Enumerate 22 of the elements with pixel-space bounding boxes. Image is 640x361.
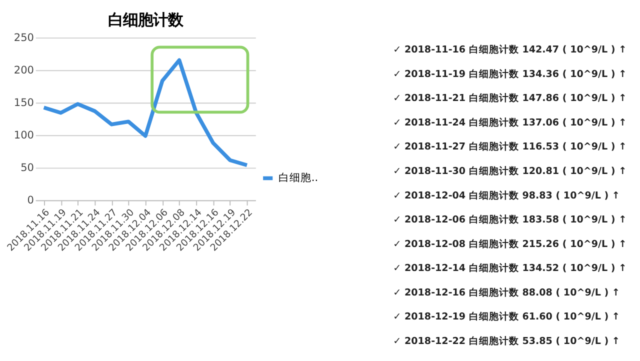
text: ✓ 2018-12-16 白细胞计数 88.08 ( 10^9/L ) ↑ (393, 286, 620, 298)
text: ✓ 2018-12-22 白细胞计数 53.85 ( 10^9/L ) ↑ (393, 335, 620, 348)
text: ✓ 2018-11-19 白细胞计数 134.36 ( 10^9/L ) ↑ (393, 68, 627, 80)
text: ✓ 2018-12-19 白细胞计数 61.60 ( 10^9/L ) ↑ (393, 310, 620, 323)
text: ✓ 2018-11-21 白细胞计数 147.86 ( 10^9/L ) ↑ (393, 92, 627, 104)
y-tick-label: 250 (14, 32, 34, 44)
text: ✓ 2018-12-14 白细胞计数 134.52 ( 10^9/L ) ↑ (393, 262, 627, 274)
y-tick-label: 200 (14, 64, 34, 76)
line-series (42, 58, 249, 168)
text: ✓ 2018-12-08 白细胞计数 215.26 ( 10^9/L ) ↑ (393, 238, 627, 250)
text: ✓ 2018-11-16 白细胞计数 142.47 ( 10^9/L ) ↑ (393, 44, 627, 56)
chart-title: 白细胞计数 (108, 11, 184, 30)
text: ✓ 2018-12-04 白细胞计数 98.83 ( 10^9/L ) ↑ (393, 189, 620, 202)
y-tick-label: 100 (14, 130, 34, 142)
y-tick-label: 0 (27, 194, 34, 207)
legend-label: 白细胞.. (278, 172, 318, 184)
text: ✓ 2018-12-06 白细胞计数 183.58 ( 10^9/L ) ↑ (393, 214, 627, 226)
y-tick-label: 50 (20, 162, 34, 174)
text: ✓ 2018-11-24 白细胞计数 137.06 ( 10^9/L ) ↑ (393, 116, 627, 128)
text: ✓ 2018-11-30 白细胞计数 120.81 ( 10^9/L ) ↑ (393, 165, 627, 178)
y-tick-label: 150 (14, 96, 34, 109)
text: ✓ 2018-11-27 白细胞计数 116.53 ( 10^9/L ) ↑ (393, 140, 627, 153)
